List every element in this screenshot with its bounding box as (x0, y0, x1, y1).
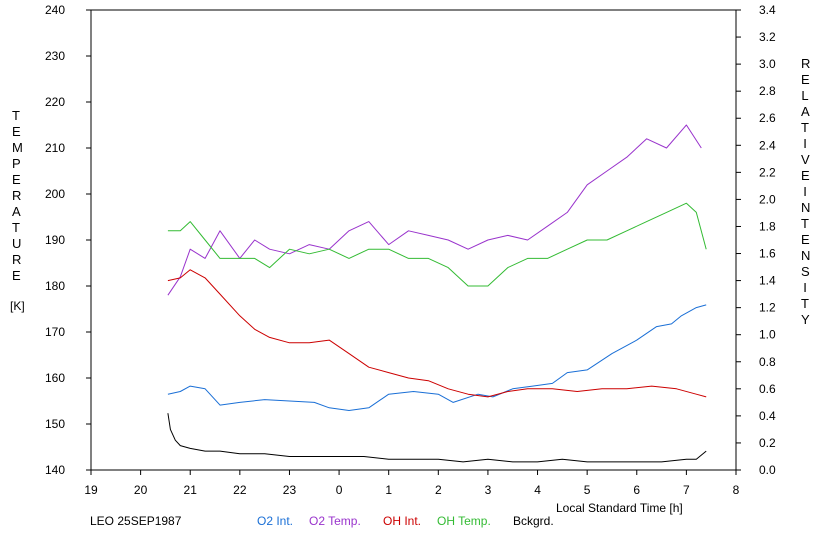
right-tick-label: 3.0 (759, 57, 776, 71)
x-axis-ticks: 19 20 21 22 23 0 1 2 3 4 5 6 7 8 (84, 470, 740, 497)
right-tick-label: 0.4 (759, 409, 776, 423)
right-tick-label: 2.2 (759, 165, 776, 179)
series-line-2 (167, 124, 702, 296)
left-tick-label: 160 (45, 371, 65, 385)
x-tick-label: 8 (733, 483, 740, 497)
left-tick-label: 180 (45, 279, 65, 293)
right-tick-label: 2.0 (759, 192, 776, 206)
x-tick-label: 20 (134, 483, 148, 497)
left-tick-label: 190 (45, 233, 65, 247)
series-line-4 (167, 202, 707, 287)
legend-entry-o2-temp: O2 Temp. (309, 514, 361, 528)
legend-entry-oh-int: OH Int. (383, 514, 422, 528)
right-tick-label: 2.6 (759, 111, 776, 125)
series-line-5 (167, 413, 707, 463)
legend-entry-bckgrd: Bckgrd. (513, 514, 554, 528)
right-tick-label: 0.6 (759, 382, 776, 396)
series-line-3 (167, 269, 707, 398)
right-tick-label: 3.2 (759, 30, 776, 44)
right-tick-label: 1.8 (759, 219, 776, 233)
left-axis-ticks: 140 150 160 170 180 190 200 210 220 230 240 (45, 3, 91, 477)
right-tick-label: 1.4 (759, 274, 776, 288)
left-tick-label: 140 (45, 463, 65, 477)
right-tick-label: 0.0 (759, 463, 776, 477)
legend-entry-o2-int: O2 Int. (257, 514, 294, 528)
left-tick-label: 200 (45, 187, 65, 201)
left-tick-label: 220 (45, 95, 65, 109)
series-layer (167, 124, 707, 463)
left-tick-label: 150 (45, 417, 65, 431)
right-tick-label: 2.8 (759, 84, 776, 98)
x-tick-label: 1 (385, 483, 392, 497)
x-tick-label: 5 (584, 483, 591, 497)
left-tick-label: 230 (45, 49, 65, 63)
x-tick-label: 23 (283, 483, 297, 497)
left-axis-label: TEMPERATURE (12, 108, 29, 283)
right-axis-label: RELATIVE INTENSITY (801, 56, 817, 327)
left-tick-label: 170 (45, 325, 65, 339)
right-tick-label: 1.0 (759, 328, 776, 342)
right-tick-label: 3.4 (759, 3, 776, 17)
x-tick-label: 3 (485, 483, 492, 497)
legend-entry-oh-temp: OH Temp. (437, 514, 491, 528)
x-tick-label: 22 (233, 483, 247, 497)
left-tick-label: 240 (45, 3, 65, 17)
x-tick-label: 6 (633, 483, 640, 497)
left-axis-unit-label: [K] (10, 299, 25, 313)
x-tick-label: 19 (84, 483, 98, 497)
right-tick-label: 1.6 (759, 247, 776, 261)
x-tick-label: 4 (534, 483, 541, 497)
x-tick-label: 21 (184, 483, 198, 497)
right-axis-ticks: 0.0 0.2 0.4 0.6 0.8 1.0 1.2 1.4 1.6 1.8 2.0 2.2 2.4 2… (736, 3, 776, 477)
right-tick-label: 0.8 (759, 355, 776, 369)
right-tick-label: 0.2 (759, 436, 776, 450)
x-tick-label: 2 (435, 483, 442, 497)
left-tick-label: 210 (45, 141, 65, 155)
series-line-1 (167, 304, 707, 411)
x-axis-label: Local Standard Time [h] (556, 501, 683, 515)
footer-label: LEO 25SEP1987 (90, 514, 182, 528)
x-tick-label: 7 (683, 483, 690, 497)
plot-frame (90, 9, 737, 471)
x-tick-label: 0 (336, 483, 343, 497)
right-tick-label: 2.4 (759, 138, 776, 152)
right-tick-label: 1.2 (759, 301, 776, 315)
